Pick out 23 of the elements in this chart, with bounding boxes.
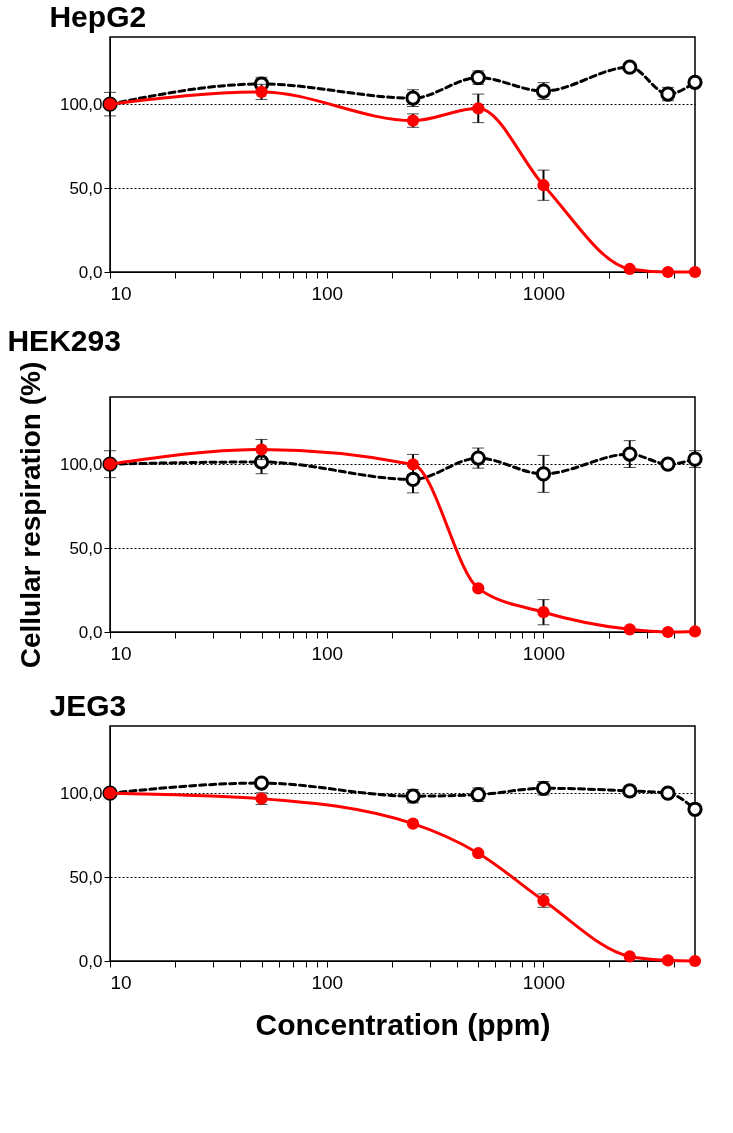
y-tick-label: 0,0: [78, 262, 103, 282]
y-tick-label: 50,0: [69, 867, 103, 887]
y-tick-label: 50,0: [69, 178, 103, 198]
chart-title: HEK293: [7, 324, 121, 358]
x-tick-label: 10: [110, 971, 132, 993]
chart-title: HepG2: [49, 0, 147, 33]
y-tick-label: 100,0: [59, 783, 103, 803]
x-tick-label: 1000: [522, 282, 566, 304]
x-tick-label: 100: [311, 642, 344, 664]
chart-title: JEG3: [49, 689, 127, 722]
x-tick-label: 100: [311, 282, 344, 304]
y-tick-label: 100,0: [59, 94, 103, 114]
y-tick-label: 0,0: [78, 622, 103, 642]
y-axis-title: Cellular respiration (%): [14, 361, 46, 669]
x-tick-label: 1000: [522, 642, 566, 664]
y-tick-label: 100,0: [59, 454, 103, 474]
x-tick-label: 1000: [522, 971, 566, 993]
x-tick-label: 10: [110, 642, 132, 664]
y-tick-label: 0,0: [78, 951, 103, 971]
y-tick-label: 50,0: [69, 538, 103, 558]
x-axis-title: Concentration (ppm): [255, 1007, 551, 1041]
x-tick-label: 100: [311, 971, 344, 993]
x-tick-label: 10: [110, 282, 132, 304]
